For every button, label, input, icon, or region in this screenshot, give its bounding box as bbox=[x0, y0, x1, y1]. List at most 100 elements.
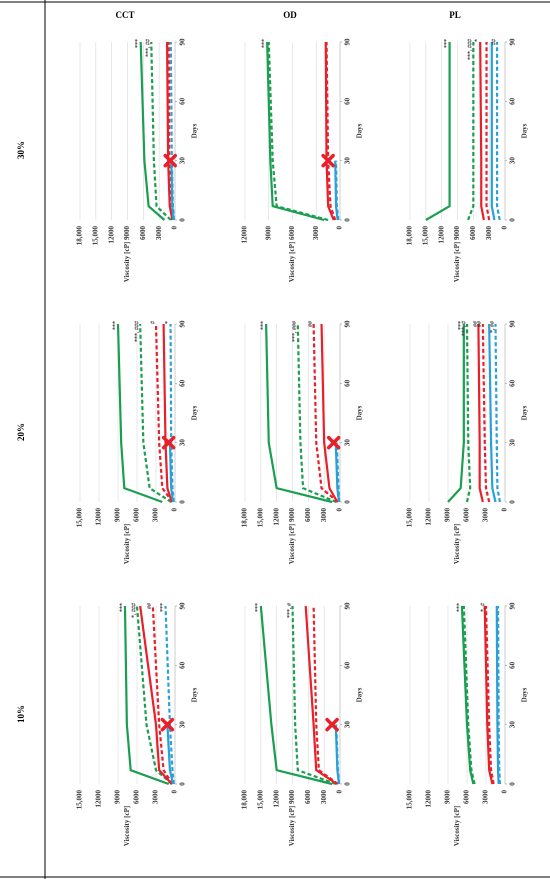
panel: 0 3000 6000 9000 12000 15,000 0 30 60 90 Days Visco… bbox=[76, 602, 199, 846]
series-line bbox=[123, 605, 170, 786]
y-tick-label: 9000 bbox=[444, 508, 452, 523]
x-tick-label: 60 bbox=[179, 379, 187, 387]
y-axis-label: Viscosity [cP] bbox=[288, 242, 296, 282]
series-line bbox=[265, 323, 333, 504]
x-tick-label: 90 bbox=[344, 38, 352, 46]
y-tick-label: 0 bbox=[336, 226, 344, 230]
series-line bbox=[162, 323, 173, 503]
significance-label: *** bbox=[135, 39, 141, 48]
x-tick-label: 90 bbox=[509, 320, 517, 328]
series-line bbox=[169, 323, 175, 503]
series-line bbox=[495, 42, 501, 221]
marker-stroke bbox=[163, 153, 177, 168]
y-tick-label: 6000 bbox=[304, 508, 312, 523]
phase-separation-marker bbox=[326, 435, 341, 450]
phase-separation-marker bbox=[160, 717, 175, 732]
series-line bbox=[488, 323, 497, 503]
x-tick-label: 0 bbox=[509, 782, 517, 786]
series-line bbox=[169, 41, 176, 221]
significance-label: *** bbox=[458, 321, 464, 330]
x-tick-label: 90 bbox=[179, 602, 187, 610]
y-tick-label: 15,000 bbox=[76, 508, 84, 528]
x-tick-label: 60 bbox=[509, 379, 517, 387]
x-tick-label: 90 bbox=[179, 38, 187, 46]
y-tick-label: 9000 bbox=[264, 226, 272, 241]
y-tick-label: 12000 bbox=[272, 790, 280, 808]
y-tick-label: 15,000 bbox=[76, 790, 84, 810]
x-tick-label: 60 bbox=[179, 661, 187, 669]
significance-label: ## bbox=[491, 39, 497, 45]
x-tick-label: 0 bbox=[179, 218, 187, 222]
x-tick-label: 0 bbox=[509, 218, 517, 222]
phase-separation-marker bbox=[321, 153, 335, 168]
series-line bbox=[481, 323, 491, 503]
significance-label: *, ## bbox=[490, 321, 496, 333]
x-tick-label: 60 bbox=[344, 661, 352, 669]
panel: 0 3000 6000 9000 12000 15,000 0 30 60 90 Days Visco… bbox=[76, 320, 199, 564]
x-axis-label: Days bbox=[191, 123, 199, 138]
panel: 0 3000 6000 9000 12000 15,000 0 30 60 90 Days Visco… bbox=[406, 320, 529, 564]
y-tick-label: 0 bbox=[501, 508, 509, 512]
series-line bbox=[266, 41, 325, 222]
x-tick-label: 30 bbox=[509, 721, 517, 729]
panel: 0 3000 6000 9000 12000 15,000 18,000 0 30 60 90 Day… bbox=[241, 320, 364, 564]
series-line bbox=[139, 323, 172, 503]
marker-stroke bbox=[321, 153, 335, 168]
row-label: 30% bbox=[16, 141, 26, 159]
x-axis-label: Days bbox=[521, 687, 529, 702]
significance-label: *** bbox=[160, 603, 166, 612]
series-line bbox=[447, 324, 465, 503]
series-line bbox=[168, 442, 175, 503]
series-line bbox=[116, 323, 163, 504]
y-axis-label: Viscosity [cP] bbox=[453, 242, 461, 282]
x-tick-label: 30 bbox=[509, 157, 517, 165]
series-line bbox=[460, 605, 475, 785]
row-label: 10% bbox=[16, 705, 26, 723]
marker-stroke bbox=[325, 717, 339, 732]
significance-label: * bbox=[475, 39, 481, 42]
y-tick-label: 3000 bbox=[155, 226, 163, 241]
y-tick-label: 12000 bbox=[107, 226, 115, 244]
significance-label: *** bbox=[444, 39, 450, 48]
significance-label: ***, ### bbox=[468, 39, 474, 60]
significance-label: *** bbox=[119, 603, 125, 612]
y-tick-label: 15,000 bbox=[256, 508, 264, 528]
x-axis-label: Days bbox=[356, 123, 364, 138]
series-line bbox=[425, 42, 451, 221]
series-line bbox=[324, 41, 335, 221]
y-tick-label: 3000 bbox=[320, 790, 328, 805]
x-tick-label: 90 bbox=[344, 602, 352, 610]
significance-label: *** bbox=[262, 39, 268, 48]
phase-separation-marker bbox=[163, 153, 177, 168]
y-axis-label: Viscosity [cP] bbox=[288, 524, 296, 564]
y-tick-label: 12000 bbox=[437, 226, 445, 244]
y-tick-label: 15,000 bbox=[256, 790, 264, 810]
x-tick-label: 90 bbox=[344, 320, 352, 328]
series-line bbox=[312, 323, 339, 503]
phase-separation-marker bbox=[161, 435, 176, 450]
series-line bbox=[325, 41, 337, 221]
series-line bbox=[334, 160, 340, 221]
x-tick-label: 90 bbox=[509, 602, 517, 610]
y-tick-label: 15,000 bbox=[406, 790, 414, 810]
y-tick-label: 6000 bbox=[133, 508, 141, 523]
y-axis-label: Viscosity [cP] bbox=[453, 806, 461, 846]
x-tick-label: 30 bbox=[344, 439, 352, 447]
x-axis-label: Days bbox=[356, 405, 364, 420]
y-tick-label: 0 bbox=[336, 508, 344, 512]
series-line bbox=[462, 605, 476, 785]
significance-label: *, # bbox=[480, 603, 486, 612]
x-tick-label: 30 bbox=[344, 157, 352, 165]
y-tick-label: 15,000 bbox=[91, 226, 99, 246]
significance-label: ## bbox=[308, 321, 314, 327]
significance-label: ## bbox=[473, 321, 479, 327]
significance-label: *, ### bbox=[131, 603, 137, 618]
significance-label: ## bbox=[147, 603, 153, 609]
series-line bbox=[335, 442, 341, 503]
y-tick-label: 12000 bbox=[241, 226, 249, 244]
column-label: CCT bbox=[115, 10, 134, 20]
significance-label: ***, ## bbox=[146, 39, 152, 57]
y-tick-label: 12000 bbox=[95, 790, 103, 808]
series-line bbox=[304, 605, 338, 785]
marker-stroke bbox=[160, 717, 175, 732]
